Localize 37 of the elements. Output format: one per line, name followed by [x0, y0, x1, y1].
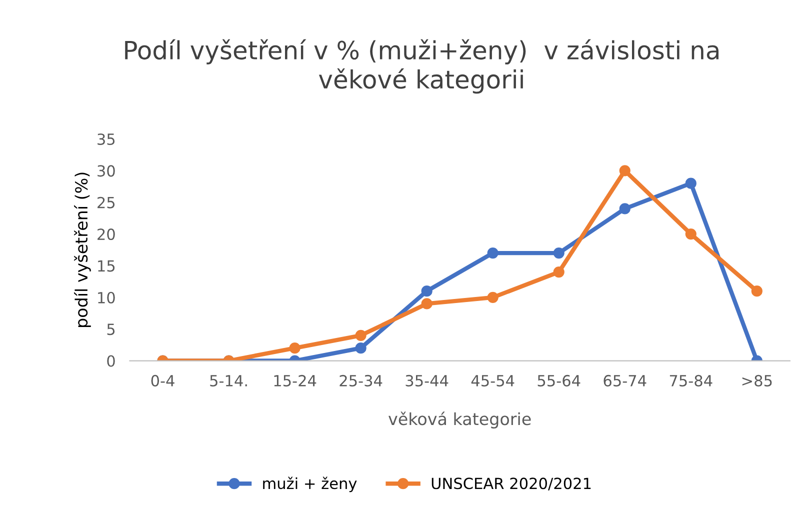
x-tick-label: >85	[742, 374, 772, 386]
point	[487, 292, 498, 303]
point	[553, 247, 564, 259]
x-tick-label: 35-44	[406, 374, 448, 386]
x-tick-label: 75-84	[670, 374, 712, 386]
y-tick-label: 5	[107, 324, 115, 336]
point	[553, 266, 564, 278]
x-tick-label: 0-4	[151, 374, 174, 386]
point	[355, 330, 366, 341]
x-tick-label: 15-24	[274, 374, 316, 386]
x-tick-label: 25-34	[340, 374, 382, 386]
point	[355, 342, 366, 354]
y-tick-label: 15	[98, 260, 115, 272]
point	[751, 286, 762, 297]
point	[421, 298, 432, 310]
legend-label: muži + ženy	[263, 476, 357, 492]
chart-title: Podíl vyšetření v % (muži+ženy) v závislosti na věkové kategorii	[125, 39, 718, 94]
y-tick-label: 20	[98, 228, 115, 240]
x-axis-title: věková kategorie	[388, 412, 531, 428]
point	[619, 165, 630, 176]
point	[421, 286, 432, 297]
x-tick-label: 55-64	[538, 374, 580, 386]
point	[619, 203, 630, 214]
x-tick-label: 65-74	[604, 374, 646, 386]
point	[487, 247, 498, 259]
x-tick-label: 5-14.	[210, 375, 247, 386]
point	[685, 228, 696, 240]
y-axis-title: podíl vyšetření (%)	[74, 172, 91, 327]
y-tick-label: 25	[98, 196, 115, 208]
point	[289, 342, 300, 354]
y-tick-label: 10	[98, 292, 115, 304]
y-tick-label: 35	[98, 133, 115, 146]
x-tick-label: 45-54	[471, 375, 514, 386]
y-tick-label: 30	[98, 165, 115, 177]
y-tick-label: 0	[107, 355, 115, 367]
legend-label: UNSCEAR 2020/2021	[432, 478, 591, 490]
point	[685, 178, 696, 189]
